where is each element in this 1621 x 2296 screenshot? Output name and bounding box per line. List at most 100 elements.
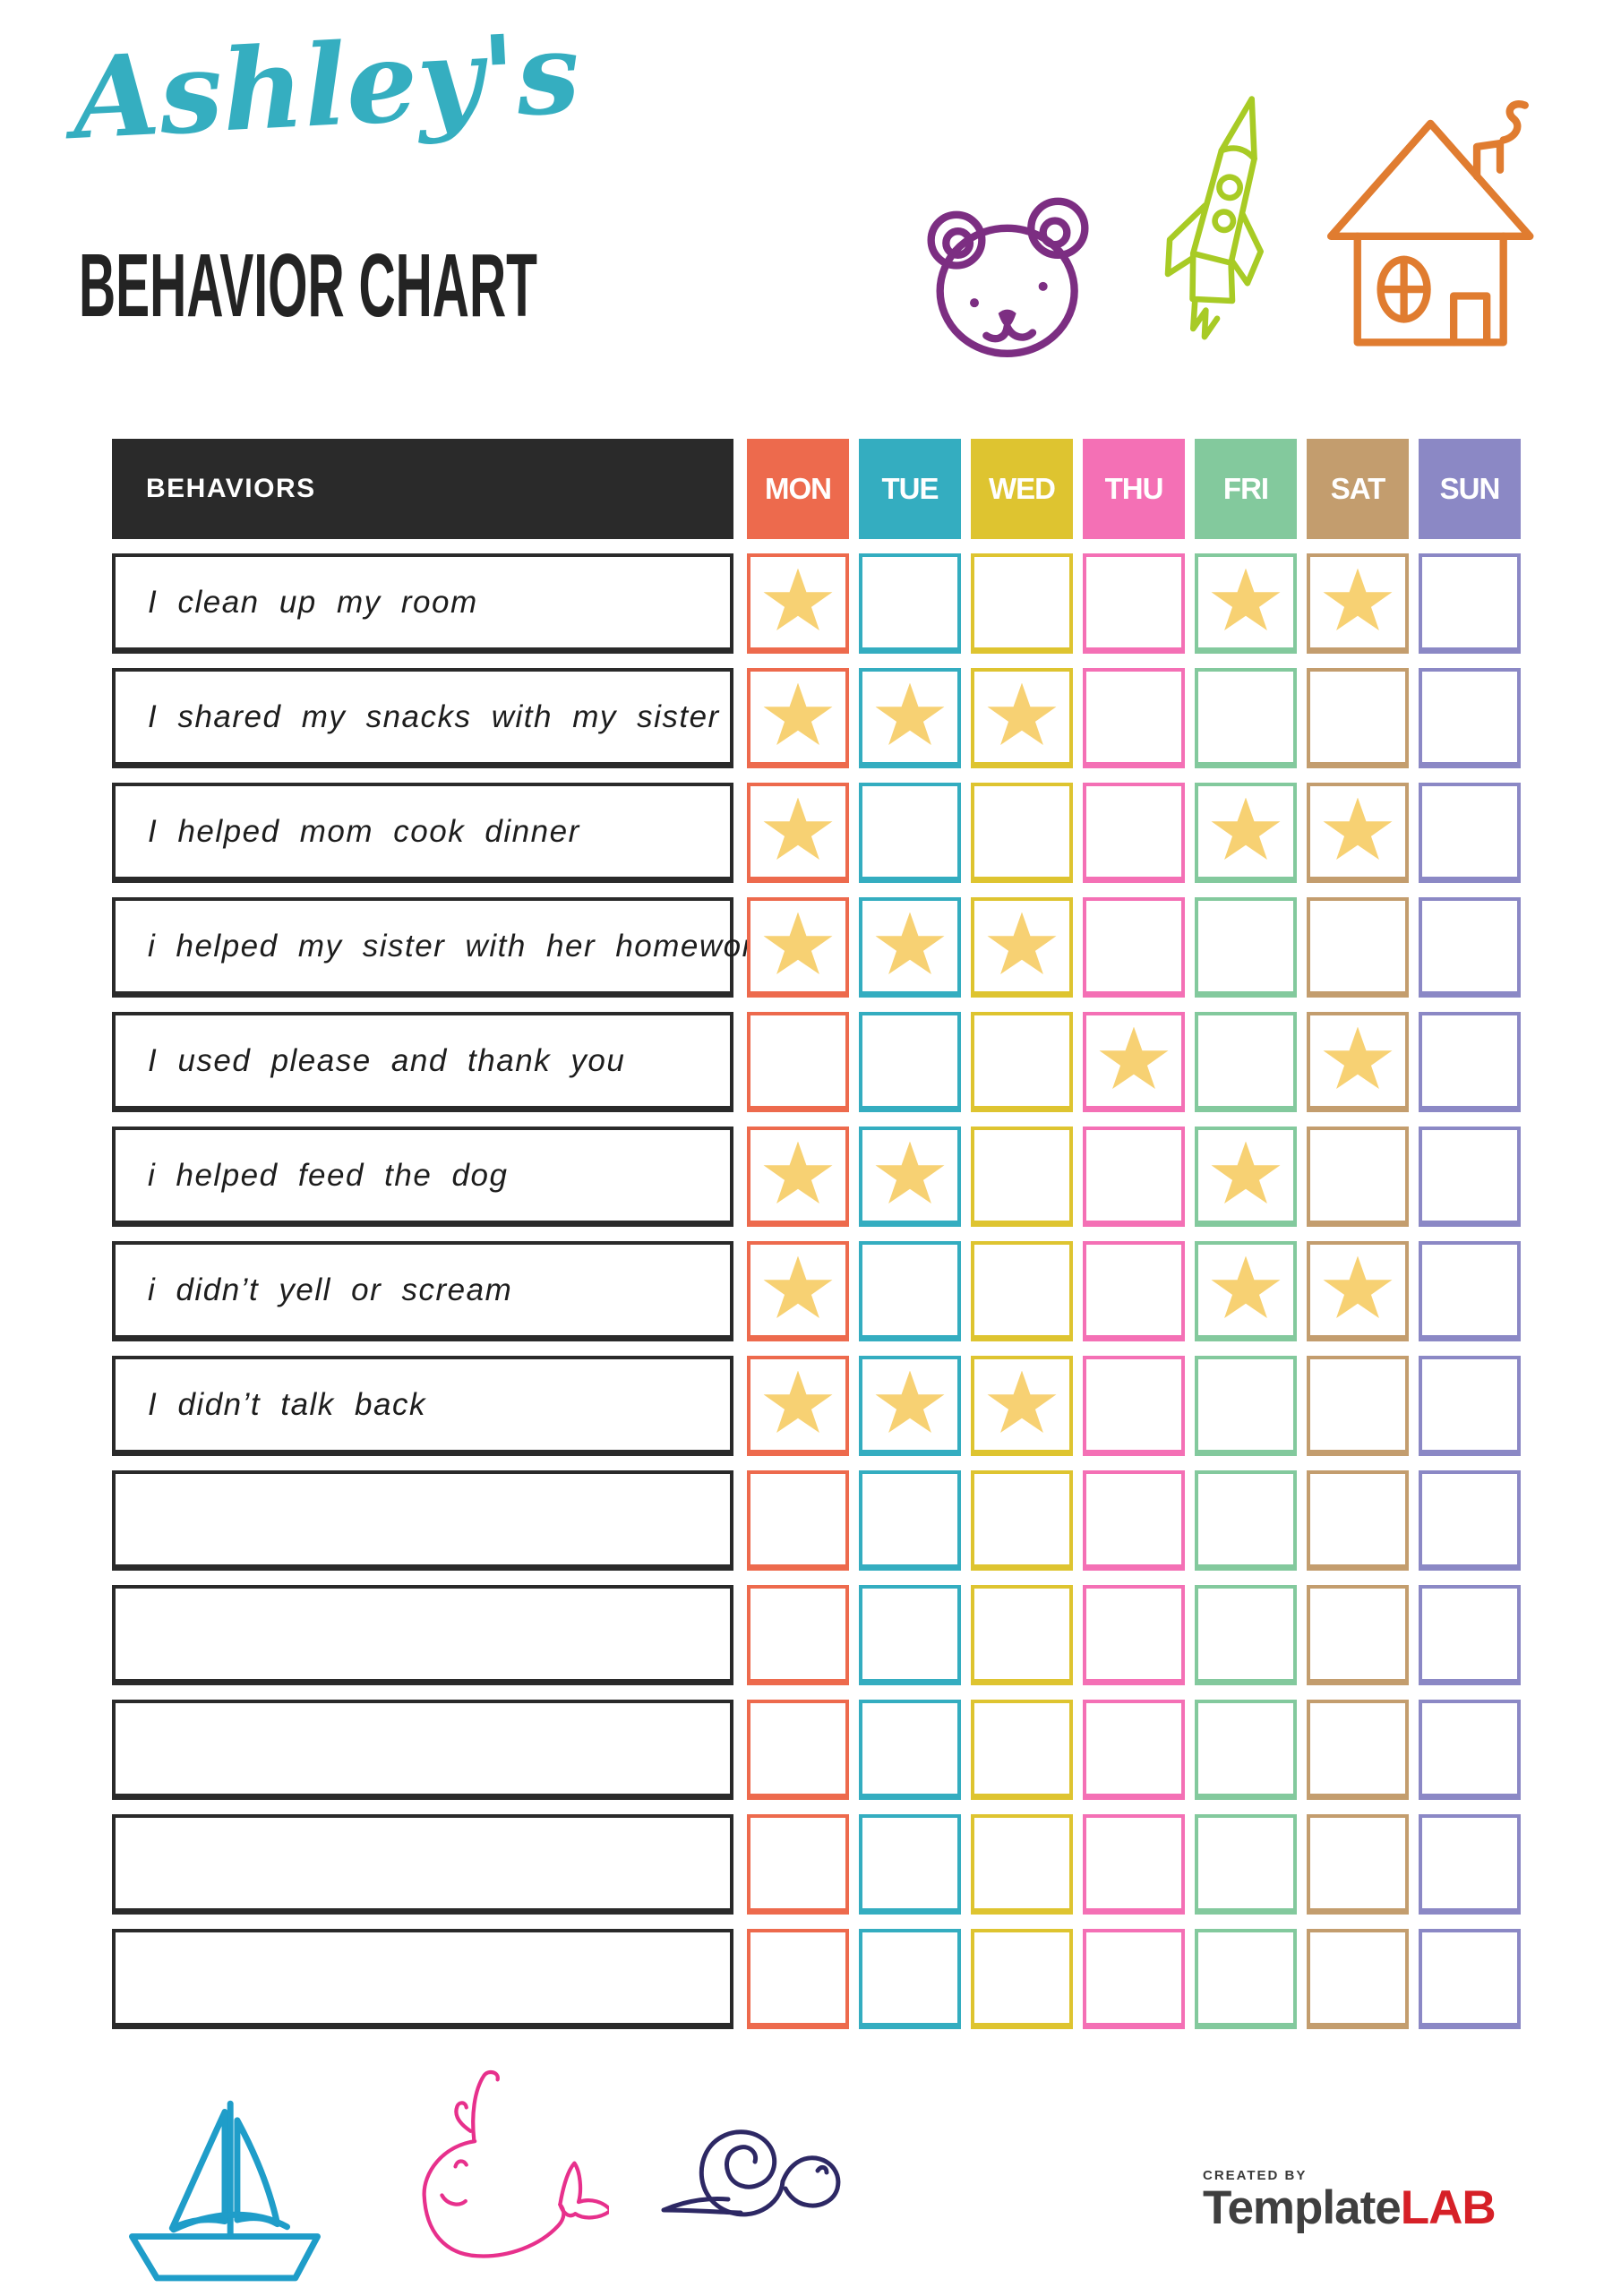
- table-row: [112, 1700, 1521, 1800]
- day-cell-tue: [859, 1929, 961, 2029]
- day-cell-fri: [1195, 553, 1297, 654]
- behavior-label: I didn’t talk back: [112, 1356, 733, 1456]
- rocket-icon: [1151, 88, 1294, 368]
- day-cell-wed: [971, 783, 1073, 883]
- day-cell-wed: [971, 1929, 1073, 2029]
- day-cell-tue: [859, 1127, 961, 1227]
- behavior-label: I helped mom cook dinner: [112, 783, 733, 883]
- created-by-label: CREATED BY: [1203, 2168, 1308, 2183]
- star-icon: [763, 1255, 833, 1318]
- star-icon: [1211, 797, 1281, 860]
- day-cell-sat: [1307, 1012, 1409, 1112]
- day-cell-mon: [747, 1012, 849, 1112]
- day-cell-thu: [1083, 1700, 1185, 1800]
- day-cell-fri: [1195, 1356, 1297, 1456]
- star-icon: [875, 912, 945, 974]
- day-header-thu: THU: [1083, 439, 1185, 539]
- day-cell-tue: [859, 1585, 961, 1685]
- day-cell-sat: [1307, 1700, 1409, 1800]
- day-cell-wed: [971, 1356, 1073, 1456]
- behavior-chart-table: BEHAVIORS MON TUE WED THU FRI SAT SUN I clean …: [112, 439, 1521, 2029]
- behavior-label: i helped my sister with her homework: [112, 897, 769, 998]
- day-header-tue: TUE: [859, 439, 961, 539]
- day-cell-wed: [971, 553, 1073, 654]
- day-cell-mon: [747, 1241, 849, 1341]
- day-cell-sat: [1307, 897, 1409, 998]
- day-cell-mon: [747, 553, 849, 654]
- day-header-fri: FRI: [1195, 439, 1297, 539]
- brand-template: Template: [1203, 2181, 1402, 2234]
- star-icon: [987, 1370, 1057, 1433]
- day-cell-fri: [1195, 897, 1297, 998]
- table-row: i helped my sister with her homework: [112, 897, 1521, 998]
- day-cell-thu: [1083, 1356, 1185, 1456]
- day-cell-sat: [1307, 1470, 1409, 1571]
- behavior-label: [112, 1700, 733, 1800]
- day-cell-thu: [1083, 1814, 1185, 1915]
- templatelab-logo: CREATED BY TemplateLAB: [1203, 2168, 1497, 2234]
- star-icon: [1211, 1141, 1281, 1204]
- star-icon: [763, 797, 833, 860]
- day-cell-mon: [747, 1585, 849, 1685]
- star-icon: [763, 912, 833, 974]
- behaviors-column-header: BEHAVIORS: [112, 439, 733, 539]
- behavior-label: i helped feed the dog: [112, 1127, 733, 1227]
- day-cell-sun: [1419, 1012, 1521, 1112]
- day-cell-fri: [1195, 1127, 1297, 1227]
- behavior-label: I shared my snacks with my sister: [112, 668, 733, 768]
- day-cell-sat: [1307, 553, 1409, 654]
- star-icon: [987, 912, 1057, 974]
- day-cell-sat: [1307, 1929, 1409, 2029]
- star-icon: [1211, 568, 1281, 630]
- day-cell-fri: [1195, 783, 1297, 883]
- table-row: i helped feed the dog: [112, 1127, 1521, 1227]
- star-icon: [875, 1370, 945, 1433]
- sailboat-icon: [121, 2095, 329, 2296]
- day-cell-tue: [859, 1241, 961, 1341]
- day-cell-thu: [1083, 1012, 1185, 1112]
- day-cell-sat: [1307, 1356, 1409, 1456]
- day-cell-thu: [1083, 1241, 1185, 1341]
- day-cell-tue: [859, 1814, 961, 1915]
- day-cell-sun: [1419, 897, 1521, 998]
- day-cell-wed: [971, 1012, 1073, 1112]
- day-cell-fri: [1195, 1700, 1297, 1800]
- page-title: BEHAVIOR CHART: [79, 236, 537, 336]
- day-cell-sun: [1419, 668, 1521, 768]
- day-cell-sun: [1419, 553, 1521, 654]
- day-cell-thu: [1083, 897, 1185, 998]
- page-title-script: Ashley's: [69, 7, 583, 165]
- table-row: [112, 1470, 1521, 1571]
- table-row: [112, 1585, 1521, 1685]
- day-cell-sat: [1307, 668, 1409, 768]
- day-cell-sun: [1419, 1470, 1521, 1571]
- day-cell-thu: [1083, 1929, 1185, 2029]
- day-cell-thu: [1083, 553, 1185, 654]
- day-cell-mon: [747, 1127, 849, 1227]
- day-header-sat: SAT: [1307, 439, 1409, 539]
- day-cell-tue: [859, 553, 961, 654]
- day-cell-wed: [971, 1585, 1073, 1685]
- table-row: I shared my snacks with my sister: [112, 668, 1521, 768]
- star-icon: [1323, 797, 1393, 860]
- table-row: I didn’t talk back: [112, 1356, 1521, 1456]
- behavior-label: [112, 1929, 733, 2029]
- table-row: I clean up my room: [112, 553, 1521, 654]
- day-cell-wed: [971, 897, 1073, 998]
- star-icon: [763, 682, 833, 745]
- day-cell-fri: [1195, 1929, 1297, 2029]
- day-cell-fri: [1195, 1585, 1297, 1685]
- star-icon: [1323, 1255, 1393, 1318]
- behavior-label: [112, 1585, 733, 1685]
- behavior-label: [112, 1470, 733, 1571]
- day-cell-sat: [1307, 1127, 1409, 1227]
- day-cell-sun: [1419, 1127, 1521, 1227]
- brand-lab: LAB: [1400, 2181, 1497, 2234]
- day-cell-mon: [747, 1356, 849, 1456]
- day-cell-sat: [1307, 1814, 1409, 1915]
- day-cell-wed: [971, 1814, 1073, 1915]
- star-icon: [875, 682, 945, 745]
- behavior-label: I used please and thank you: [112, 1012, 733, 1112]
- day-cell-thu: [1083, 668, 1185, 768]
- day-cell-sun: [1419, 1929, 1521, 2029]
